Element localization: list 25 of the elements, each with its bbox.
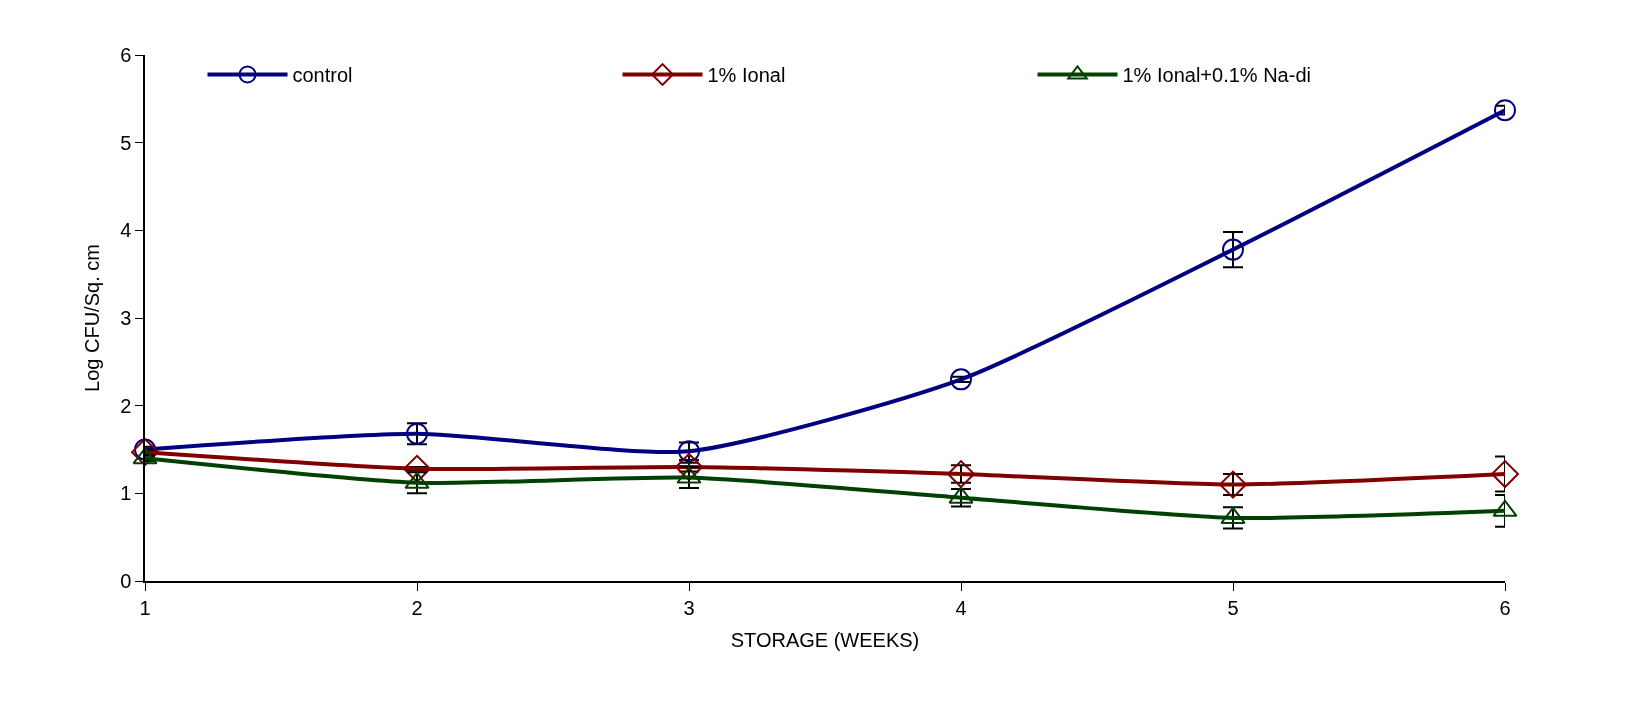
point (131, 438, 159, 467)
point (403, 454, 431, 483)
y-tick-label: 1 (120, 482, 132, 505)
y-tick-label: 4 (120, 219, 132, 242)
legend-label: 1% Ional+0.1% Na-di (1122, 64, 1311, 87)
y-tick-label: 5 (120, 131, 132, 154)
point (950, 368, 972, 391)
x-tick-label: 1 (139, 596, 151, 619)
legend-label: 1% Ional (707, 64, 786, 87)
point (1491, 460, 1519, 489)
point (1494, 99, 1516, 122)
point (1222, 238, 1244, 261)
x-tick-label: 5 (1227, 596, 1239, 619)
y-tick-label: 6 (120, 44, 132, 66)
x-tick-label: 3 (683, 596, 695, 619)
x-axis-title: STORAGE (WEEKS) (730, 628, 920, 651)
y-tick-label: 3 (120, 307, 132, 329)
x-tick-label: 2 (411, 596, 423, 619)
y-axis-title: Log CFU/Sq. cm (81, 244, 104, 392)
legend-label: control (292, 64, 353, 87)
y-tick-label: 0 (120, 570, 132, 592)
x-tick-label: 6 (1499, 596, 1511, 619)
point (947, 460, 975, 489)
y-tick-label: 2 (120, 394, 132, 417)
x-tick-label: 4 (955, 596, 967, 619)
